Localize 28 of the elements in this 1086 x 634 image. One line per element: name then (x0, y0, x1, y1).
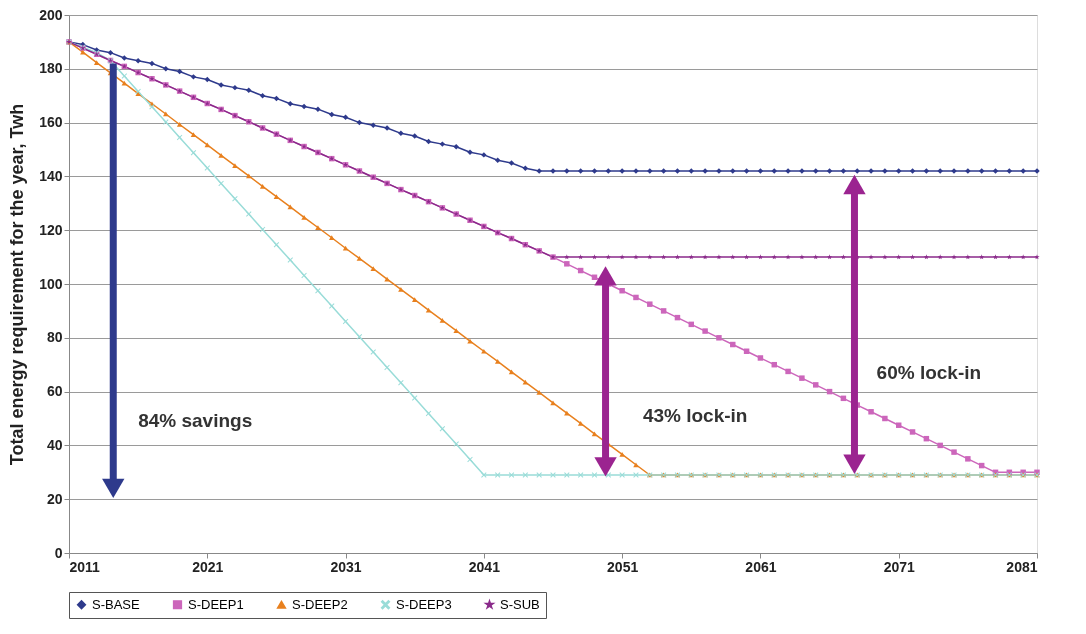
x-tick-label: 2081 (1006, 558, 1038, 575)
y-tick-label: 0 (54, 544, 63, 561)
legend-label: S-BASE (92, 596, 141, 612)
annotation: 84% savings (138, 410, 253, 432)
x-tick-label: 2051 (607, 558, 639, 575)
y-tick-label: 200 (39, 6, 63, 23)
x-tick-label: 2061 (745, 558, 777, 575)
y-tick-label: 80 (46, 329, 63, 346)
x-tick-label: 2011 (69, 558, 101, 575)
y-tick-label: 60 (46, 383, 63, 400)
y-tick-label: 100 (39, 275, 63, 292)
x-tick-label: 2031 (330, 558, 362, 575)
annotation: 60% lock-in (876, 361, 982, 383)
legend-label: S-DEEP3 (396, 596, 452, 612)
legend-label: S-SUB (500, 596, 540, 612)
x-tick-label: 2071 (883, 558, 915, 575)
legend-label: S-DEEP1 (188, 596, 244, 612)
annotation: 43% lock-in (642, 404, 748, 426)
y-tick-label: 180 (39, 60, 63, 77)
y-tick-label: 120 (39, 221, 63, 238)
y-tick-label: 20 (46, 490, 63, 507)
x-tick-label: 2021 (192, 558, 224, 575)
y-tick-label: 160 (39, 114, 63, 131)
y-tick-label: 140 (39, 167, 63, 184)
y-tick-label: 40 (46, 436, 63, 453)
legend-label: S-DEEP2 (292, 596, 348, 612)
y-axis-title: Total energy requirement for the year, Twh (7, 103, 28, 466)
x-tick-label: 2041 (468, 558, 501, 575)
